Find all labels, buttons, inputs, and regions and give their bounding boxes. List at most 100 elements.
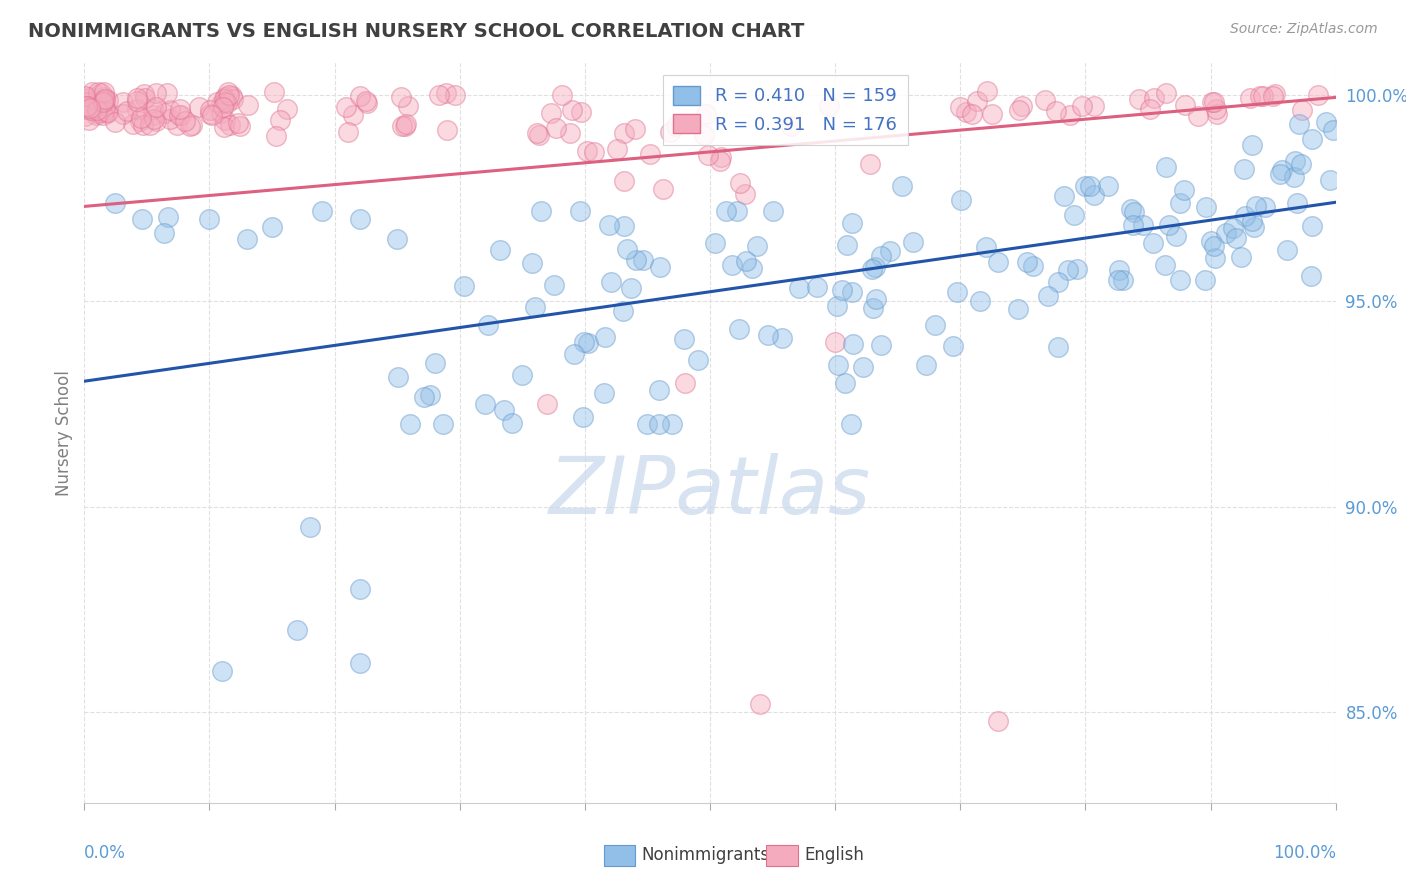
Point	[477, 318, 499, 332]
Point	[76, 98, 98, 112]
Text: Nonimmigrants: Nonimmigrants	[641, 847, 769, 864]
Point	[806, 280, 828, 294]
Point	[75, 109, 97, 123]
Point	[142, 102, 165, 116]
Point	[1142, 235, 1164, 250]
Point	[624, 122, 647, 136]
Point	[1233, 210, 1256, 224]
Point	[82, 99, 104, 113]
Point	[730, 176, 752, 190]
Point	[1132, 219, 1154, 233]
Point	[76, 95, 98, 109]
Point	[1288, 117, 1310, 131]
Point	[834, 376, 856, 391]
Point	[145, 86, 167, 100]
Point	[1202, 239, 1225, 253]
Point	[1241, 138, 1264, 153]
Point	[156, 211, 179, 225]
Point	[841, 285, 863, 299]
Point	[174, 113, 197, 128]
Point	[613, 126, 636, 140]
Point	[976, 84, 998, 98]
Point	[1301, 132, 1323, 146]
Point	[1022, 259, 1045, 273]
Point	[211, 100, 233, 114]
Point	[349, 211, 371, 226]
Point	[1066, 261, 1088, 276]
Point	[593, 330, 616, 344]
Point	[285, 623, 308, 637]
Point	[187, 100, 209, 114]
Point	[955, 105, 977, 120]
Point	[434, 86, 457, 100]
Point	[1204, 95, 1226, 109]
Point	[134, 90, 156, 104]
Point	[1071, 99, 1094, 113]
Point	[966, 94, 988, 108]
Point	[1306, 87, 1329, 102]
Point	[128, 113, 150, 128]
Text: ZIPatlas: ZIPatlas	[548, 453, 872, 531]
Point	[132, 87, 155, 101]
Point	[79, 101, 101, 115]
Point	[527, 128, 550, 142]
Text: 0.0%: 0.0%	[84, 844, 127, 862]
Point	[111, 106, 134, 120]
Point	[536, 397, 558, 411]
Legend: R = 0.410   N = 159, R = 0.391   N = 176: R = 0.410 N = 159, R = 0.391 N = 176	[662, 75, 908, 145]
Point	[218, 88, 240, 103]
Point	[82, 85, 104, 99]
Point	[138, 118, 160, 132]
Point	[93, 89, 115, 103]
Text: 100.0%: 100.0%	[1272, 844, 1336, 862]
Point	[349, 582, 371, 596]
Text: Source: ZipAtlas.com: Source: ZipAtlas.com	[1230, 22, 1378, 37]
Point	[747, 238, 769, 252]
Point	[214, 112, 236, 127]
Point	[169, 102, 191, 116]
Point	[648, 260, 671, 274]
Point	[444, 87, 467, 102]
Point	[1011, 99, 1033, 113]
Point	[1108, 262, 1130, 277]
Point	[127, 91, 149, 105]
Point	[73, 100, 96, 114]
Point	[335, 100, 357, 114]
Point	[593, 386, 616, 401]
Point	[104, 115, 127, 129]
Point	[558, 126, 581, 140]
Point	[1059, 107, 1081, 121]
Point	[544, 121, 567, 136]
Point	[1173, 183, 1195, 197]
Point	[1083, 188, 1105, 202]
Point	[673, 376, 696, 391]
Point	[571, 410, 593, 425]
Point	[831, 283, 853, 297]
Point	[264, 128, 287, 143]
Point	[841, 216, 863, 230]
Point	[824, 335, 846, 350]
Point	[837, 238, 859, 252]
Point	[524, 300, 547, 314]
Point	[924, 318, 946, 332]
Point	[624, 252, 647, 267]
Point	[709, 153, 731, 168]
Point	[762, 203, 785, 218]
Point	[336, 124, 359, 138]
Point	[1157, 218, 1180, 232]
Point	[217, 85, 239, 99]
Point	[97, 93, 120, 107]
Point	[201, 107, 224, 121]
Point	[432, 417, 454, 432]
Point	[827, 358, 849, 372]
Point	[354, 95, 377, 109]
Point	[1063, 208, 1085, 222]
Point	[780, 119, 803, 133]
Point	[569, 203, 592, 218]
Point	[93, 85, 115, 99]
Point	[269, 112, 291, 127]
Point	[222, 92, 245, 106]
Point	[156, 86, 179, 100]
Point	[131, 211, 153, 226]
Point	[976, 240, 998, 254]
